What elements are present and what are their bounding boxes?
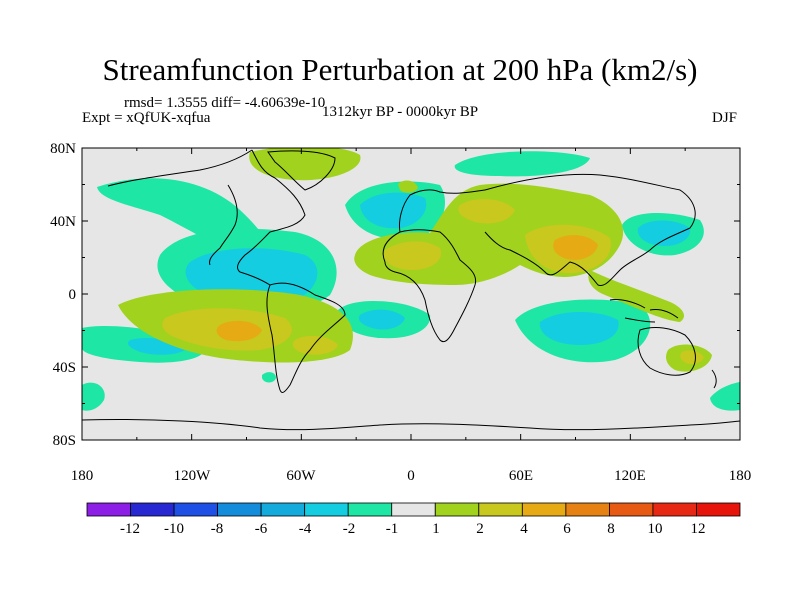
colorbar-box xyxy=(565,502,610,517)
x-tick-label: 60E xyxy=(509,468,533,484)
x-tick-label: 60W xyxy=(286,468,316,484)
x-tick-label: 0 xyxy=(407,468,415,484)
x-tick-label: 120W xyxy=(174,468,212,484)
contour-negative-arctic-east xyxy=(454,151,590,177)
experiment-label: Expt = xQfUK-xqfua xyxy=(82,110,211,126)
colorbar-box xyxy=(130,502,175,517)
colorbar-box xyxy=(304,502,349,517)
colorbar-box xyxy=(86,502,131,517)
stats-text: rmsd= 1.3555 diff= -4.60639e-10 xyxy=(124,95,326,111)
colorbar-label: 12 xyxy=(691,521,706,537)
colorbar-label: 4 xyxy=(520,521,528,537)
coastline-greenland xyxy=(267,150,336,191)
colorbar-box xyxy=(609,502,654,517)
x-tick-label: 180 xyxy=(71,468,94,484)
colorbar-box xyxy=(347,502,393,517)
colorbar-box xyxy=(217,502,262,517)
colorbar-label: 10 xyxy=(648,521,663,537)
colorbar-label: 1 xyxy=(432,521,440,537)
contour-positive-south-america-east xyxy=(292,335,338,355)
colorbar-label: 2 xyxy=(476,521,484,537)
colorbar-label: -2 xyxy=(343,521,356,537)
period-label: 1312kyr BP - 0000kyr BP xyxy=(322,104,479,120)
colorbar-label: -6 xyxy=(255,521,268,537)
y-tick-label: 40S xyxy=(53,360,76,376)
y-axis-labels: 80N 40N 0 40S 80S xyxy=(50,141,76,449)
contour-negative-indian-ocean-core xyxy=(539,312,619,345)
contour-positive-south-america-core xyxy=(216,320,262,342)
colorbar-box xyxy=(434,502,480,517)
figure-title: Streamfunction Perturbation at 200 hPa (… xyxy=(102,52,698,87)
coastline-asia xyxy=(484,173,696,287)
x-tick-label: 120E xyxy=(614,468,646,484)
colorbar-label: -1 xyxy=(386,521,399,537)
contour-positive-asia-core xyxy=(553,235,598,260)
colorbar-box xyxy=(652,502,697,517)
colorbar xyxy=(86,502,741,517)
coastlines xyxy=(82,149,740,431)
colorbar-box xyxy=(173,502,219,517)
contour-negative-east-asia-core xyxy=(637,220,691,246)
coastline-indonesia xyxy=(609,299,679,323)
coastline-antarctica xyxy=(82,418,740,431)
colorbar-labels: -12 -10 -8 -6 -4 -2 -1 1 2 4 6 8 10 12 xyxy=(120,521,706,537)
colorbar-label: 6 xyxy=(563,521,571,537)
coastline-new-zealand xyxy=(711,369,717,389)
contour-negative-north-atlantic-core xyxy=(360,192,427,229)
colorbar-label: -4 xyxy=(299,521,312,537)
y-tick-label: 80N xyxy=(50,141,76,157)
colorbar-box xyxy=(260,502,306,517)
colorbar-label: -8 xyxy=(211,521,224,537)
contour-positive-eurasia-arc xyxy=(588,270,685,322)
contour-positive-greenland xyxy=(249,148,361,181)
colorbar-label: -12 xyxy=(120,521,140,537)
season-label: DJF xyxy=(712,110,738,126)
contour-negative-south-atlantic-core xyxy=(358,309,405,330)
contour-negative-southern-west xyxy=(82,382,105,411)
coastline-south-america xyxy=(266,282,346,393)
contour-positive-africa-mid xyxy=(384,241,442,270)
y-tick-label: 0 xyxy=(69,287,77,303)
contour-negative-southern-east xyxy=(710,382,740,411)
axis-ticks xyxy=(81,147,741,441)
coastline-africa-europe xyxy=(382,189,486,343)
coastline-north-america xyxy=(107,149,306,286)
contour-negative-small-patch xyxy=(262,372,276,383)
colorbar-box xyxy=(478,502,523,517)
coastline-australia xyxy=(637,327,696,376)
x-axis-labels: 180 120W 60W 0 60E 120E 180 xyxy=(71,468,752,484)
colorbar-box xyxy=(391,502,436,517)
contour-positive-north-atlantic-small xyxy=(398,180,418,193)
contour-positive-australia-core xyxy=(680,350,704,365)
y-tick-label: 40N xyxy=(50,214,76,230)
x-tick-label: 180 xyxy=(729,468,752,484)
colorbar-box xyxy=(696,502,741,517)
colorbar-label: -10 xyxy=(164,521,184,537)
y-tick-label: 80S xyxy=(53,433,76,449)
colorbar-label: 8 xyxy=(607,521,615,537)
contour-positive-arabia-mid xyxy=(458,198,515,224)
colorbar-box xyxy=(521,502,567,517)
contour-fields xyxy=(82,148,740,411)
